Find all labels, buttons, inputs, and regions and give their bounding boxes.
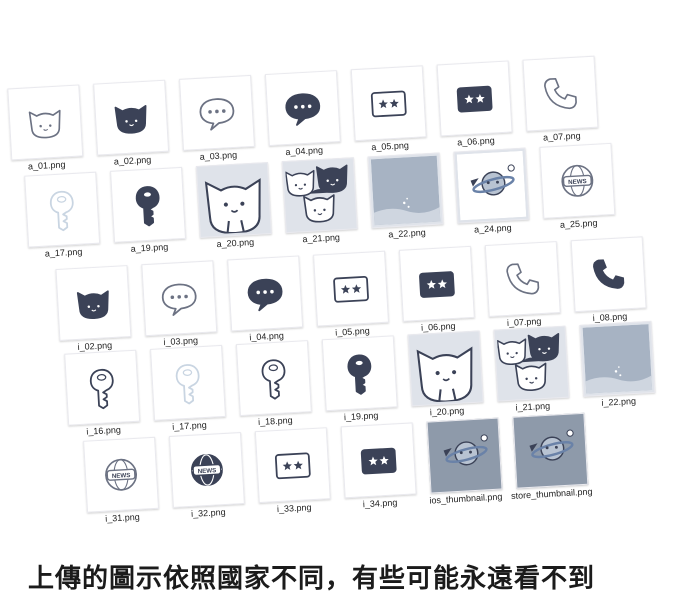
news-globe-outline-icon: NEWS xyxy=(105,458,138,491)
cat-outline-icon xyxy=(28,109,61,139)
svg-text:NEWS: NEWS xyxy=(112,472,131,480)
cat-filled-icon xyxy=(114,104,147,134)
phone-filled-icon xyxy=(593,259,625,289)
phone-outline-icon xyxy=(506,263,540,295)
stars-card-outline-icon xyxy=(333,275,369,303)
file-thumbnail[interactable] xyxy=(579,320,656,397)
file-thumbnail[interactable] xyxy=(321,335,398,412)
file-thumbnail[interactable] xyxy=(522,55,599,132)
caption-text: 上傳的圖示依照國家不同，有些可能永遠看不到 xyxy=(28,564,596,594)
planet-dark-illustration-icon xyxy=(429,420,500,491)
file-thumbnail[interactable] xyxy=(195,162,272,238)
file-thumbnail[interactable] xyxy=(340,422,417,499)
stars-card-outline-icon xyxy=(274,452,311,480)
file-thumbnail[interactable] xyxy=(110,166,186,243)
three-cats-illustration-icon xyxy=(496,328,567,399)
file-thumbnail[interactable] xyxy=(484,241,561,317)
file-thumbnail[interactable] xyxy=(64,349,141,426)
file-thumbnail[interactable] xyxy=(93,79,170,156)
planet-dark-illustration-icon xyxy=(515,415,586,486)
news-globe-filled-icon: NEWS xyxy=(190,454,223,486)
file-thumbnail[interactable] xyxy=(453,147,530,224)
file-thumbnail[interactable] xyxy=(570,236,647,313)
planet-illustration-icon xyxy=(456,150,527,221)
phone-outline-icon xyxy=(544,77,577,110)
stars-card-filled-icon xyxy=(419,271,455,298)
file-thumbnail[interactable] xyxy=(398,245,475,322)
stars-card-filled-icon xyxy=(360,447,397,475)
file-thumbnail[interactable] xyxy=(493,325,570,402)
file-thumbnail[interactable] xyxy=(227,255,304,332)
file-thumbnail-sheet: a_01.png a_02.png a_03.png a_04.png a_05.… xyxy=(7,55,656,524)
chat-bubble-filled-icon xyxy=(285,93,321,126)
file-thumbnail[interactable] xyxy=(55,265,132,341)
key-filled-icon xyxy=(347,354,372,395)
chat-bubble-outline-icon xyxy=(161,283,197,316)
chat-bubble-filled-icon xyxy=(247,278,283,312)
file-thumbnail[interactable] xyxy=(407,330,484,407)
svg-text:NEWS: NEWS xyxy=(568,178,587,186)
key-pale-icon xyxy=(175,364,200,405)
file-thumbnail[interactable] xyxy=(281,157,358,234)
file-thumbnail[interactable] xyxy=(426,417,503,494)
sky-illustration-icon xyxy=(582,324,653,394)
stars-card-outline-icon xyxy=(370,90,407,118)
svg-text:NEWS: NEWS xyxy=(198,467,217,475)
file-thumbnail[interactable] xyxy=(512,412,589,489)
file-thumbnail[interactable] xyxy=(141,260,218,337)
key-pale-icon xyxy=(49,190,74,232)
file-thumbnail[interactable] xyxy=(264,70,341,146)
file-thumbnail[interactable] xyxy=(235,340,312,417)
file-thumbnail[interactable] xyxy=(179,74,255,151)
cat-filled-icon xyxy=(76,290,109,319)
file-thumbnail[interactable] xyxy=(150,344,226,421)
file-thumbnail[interactable]: NEWS xyxy=(539,142,616,219)
file-thumbnail[interactable] xyxy=(436,60,513,137)
file-thumbnail[interactable] xyxy=(7,84,84,161)
key-filled-icon xyxy=(135,186,160,227)
key-outline-icon xyxy=(261,359,286,400)
file-thumbnail[interactable] xyxy=(254,427,331,504)
cat-illustration-icon xyxy=(199,165,269,235)
file-thumbnail[interactable] xyxy=(350,65,427,142)
file-thumbnail[interactable]: NEWS xyxy=(168,432,245,508)
chat-bubble-outline-icon xyxy=(199,98,235,131)
file-thumbnail[interactable] xyxy=(367,152,444,229)
news-globe-outline-icon: NEWS xyxy=(561,164,594,197)
three-cats-illustration-icon xyxy=(284,160,355,231)
file-thumbnail[interactable] xyxy=(24,171,101,248)
key-outline-icon xyxy=(89,368,114,410)
sky-illustration-icon xyxy=(370,155,441,226)
stars-card-filled-icon xyxy=(456,85,493,113)
file-thumbnail[interactable] xyxy=(313,250,389,327)
cat-illustration-icon xyxy=(410,333,481,404)
file-thumbnail[interactable]: NEWS xyxy=(83,436,160,513)
